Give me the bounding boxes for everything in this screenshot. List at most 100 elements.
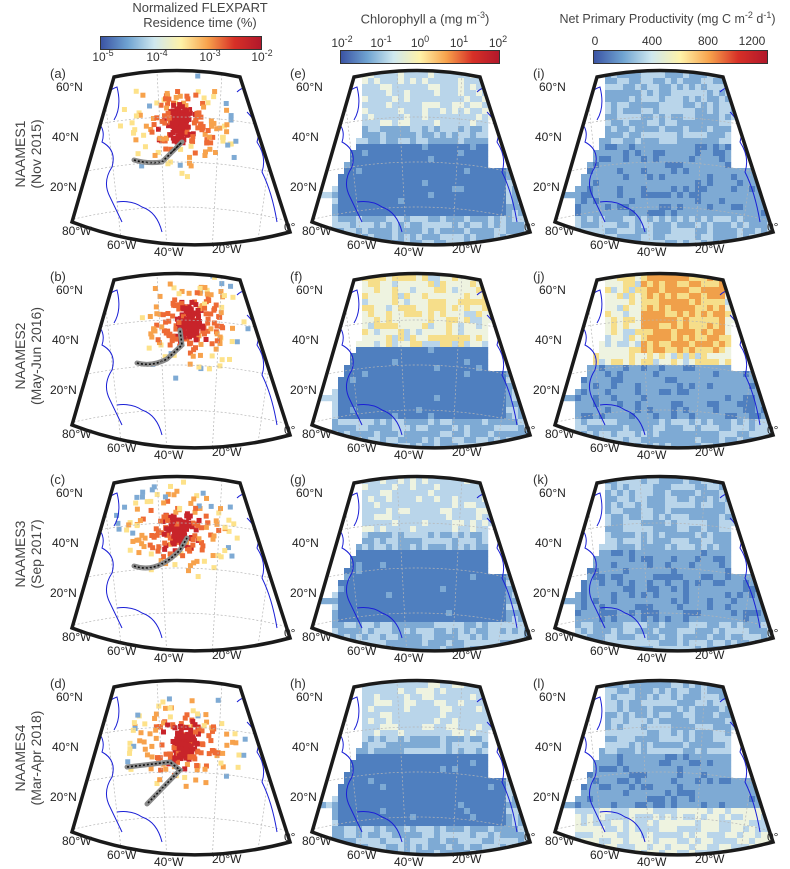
lat-label: 60°N bbox=[296, 283, 323, 297]
lon-label: 20°W bbox=[452, 242, 481, 256]
map-plot bbox=[62, 682, 292, 857]
map-plot bbox=[545, 478, 775, 653]
lat-label: 40°N bbox=[52, 333, 79, 347]
lon-label: 60°W bbox=[107, 848, 136, 862]
row-label: NAAMES2 (May-Jun 2016) bbox=[12, 276, 44, 436]
lat-label: 20°N bbox=[50, 586, 77, 600]
lon-label: 40°W bbox=[154, 245, 183, 259]
lat-label: 60°N bbox=[56, 283, 83, 297]
lon-label: 0° bbox=[524, 423, 535, 437]
lat-label: 60°N bbox=[539, 690, 566, 704]
lat-label: 60°N bbox=[539, 80, 566, 94]
lon-label: 40°W bbox=[154, 448, 183, 462]
map-plot bbox=[62, 275, 292, 450]
lon-label: 20°W bbox=[212, 852, 241, 866]
lat-label: 20°N bbox=[50, 383, 77, 397]
lon-label: 0° bbox=[284, 423, 295, 437]
lon-label: 40°W bbox=[637, 245, 666, 259]
lon-label: 0° bbox=[524, 626, 535, 640]
lat-label: 20°N bbox=[290, 586, 317, 600]
lon-label: 40°W bbox=[154, 855, 183, 869]
lon-label: 40°W bbox=[394, 855, 423, 869]
lat-label: 40°N bbox=[535, 536, 562, 550]
colorbar-title: Net Primary Productivity (mg C m-2 d-1) bbox=[555, 10, 780, 26]
colorbar-gradient bbox=[593, 50, 768, 64]
lon-label: 80°W bbox=[62, 224, 91, 238]
map-plot bbox=[302, 478, 532, 653]
lon-label: 0° bbox=[767, 830, 778, 844]
lat-label: 20°N bbox=[533, 790, 560, 804]
row-label: NAAMES4 (Mar-Apr 2018) bbox=[12, 678, 44, 838]
lat-label: 40°N bbox=[535, 740, 562, 754]
lon-label: 60°W bbox=[347, 848, 376, 862]
colorbar-gradient bbox=[100, 36, 262, 50]
tick-label: 1200 bbox=[739, 34, 766, 48]
tick-label: 10-310-3 bbox=[199, 48, 220, 64]
lon-label: 20°W bbox=[212, 445, 241, 459]
panel-label: (j) bbox=[533, 269, 545, 284]
panel-label: (i) bbox=[533, 66, 545, 81]
colorbar-title: Chlorophyll a (mg m-3) bbox=[335, 10, 515, 26]
lon-label: 60°W bbox=[107, 238, 136, 252]
lat-label: 60°N bbox=[296, 80, 323, 94]
lon-label: 40°W bbox=[394, 245, 423, 259]
lon-label: 20°W bbox=[212, 242, 241, 256]
lon-label: 60°W bbox=[590, 238, 619, 252]
lat-label: 60°N bbox=[539, 486, 566, 500]
lat-label: 20°N bbox=[50, 180, 77, 194]
lon-label: 0° bbox=[284, 830, 295, 844]
tick-label: 10-510-5 bbox=[92, 48, 113, 64]
colorbar-title: Normalized FLEXPART Residence time (%) bbox=[110, 0, 290, 30]
lon-label: 20°W bbox=[212, 648, 241, 662]
lat-label: 40°N bbox=[292, 333, 319, 347]
lon-label: 0° bbox=[767, 626, 778, 640]
lon-label: 0° bbox=[767, 423, 778, 437]
tick-label: 0 bbox=[592, 34, 599, 48]
lon-label: 40°W bbox=[154, 651, 183, 665]
lat-label: 40°N bbox=[52, 536, 79, 550]
lat-label: 60°N bbox=[56, 486, 83, 500]
tick-label: 10-410-4 bbox=[146, 48, 167, 64]
lon-label: 80°W bbox=[62, 427, 91, 441]
lat-label: 20°N bbox=[533, 383, 560, 397]
lon-label: 80°W bbox=[545, 224, 574, 238]
lon-label: 40°W bbox=[637, 448, 666, 462]
lat-label: 60°N bbox=[296, 690, 323, 704]
lat-label: 20°N bbox=[50, 790, 77, 804]
map-plot bbox=[62, 478, 292, 653]
lon-label: 0° bbox=[284, 220, 295, 234]
lat-label: 60°N bbox=[539, 283, 566, 297]
lon-label: 80°W bbox=[62, 834, 91, 848]
lon-label: 40°W bbox=[637, 855, 666, 869]
tick-label: 10-2 bbox=[331, 34, 352, 50]
lat-label: 20°N bbox=[290, 790, 317, 804]
lat-label: 40°N bbox=[52, 130, 79, 144]
lon-label: 80°W bbox=[302, 834, 331, 848]
lon-label: 80°W bbox=[545, 630, 574, 644]
map-plot bbox=[302, 682, 532, 857]
lat-label: 20°N bbox=[533, 586, 560, 600]
lon-label: 20°W bbox=[452, 852, 481, 866]
lon-label: 80°W bbox=[302, 630, 331, 644]
tick-label: 10-210-2 bbox=[251, 48, 272, 64]
tick-label: 102 bbox=[489, 34, 507, 50]
lon-label: 40°W bbox=[394, 448, 423, 462]
lat-label: 40°N bbox=[292, 536, 319, 550]
row-label: NAAMES3 (Sep 2017) bbox=[12, 474, 44, 634]
lon-label: 40°W bbox=[394, 651, 423, 665]
map-plot bbox=[302, 72, 532, 247]
lon-label: 0° bbox=[524, 220, 535, 234]
lon-label: 20°W bbox=[695, 852, 724, 866]
lon-label: 40°W bbox=[637, 651, 666, 665]
lon-label: 60°W bbox=[590, 848, 619, 862]
colorbar-gradient bbox=[340, 50, 500, 64]
